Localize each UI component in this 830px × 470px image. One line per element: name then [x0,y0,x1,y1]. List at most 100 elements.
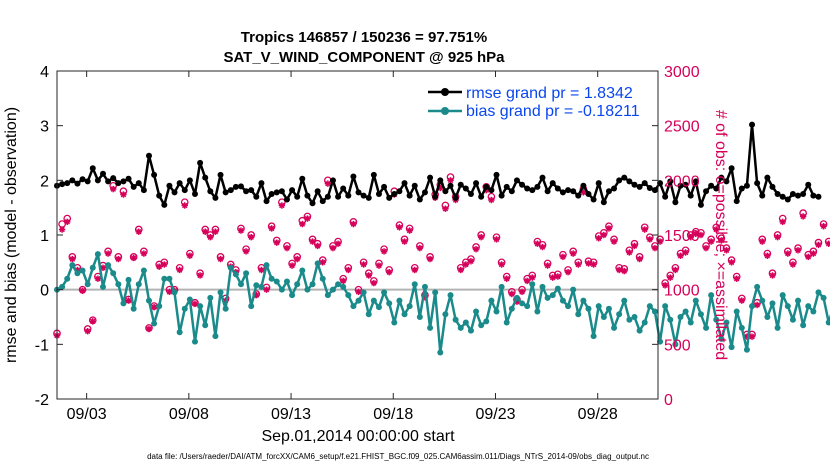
obs-assimilated-stroke [289,262,295,269]
bias-point [810,308,817,315]
obs-assimilated-stroke [84,328,91,334]
bias-point [263,262,270,269]
legend: rmse grand pr = 1.8342 bias grand pr = -… [424,77,646,121]
bias-point [478,322,485,329]
obs-assimilated-point [314,242,321,250]
obs-assimilated-stroke [800,213,806,220]
obs-assimilated-point [585,260,592,267]
rmse-point [84,178,91,185]
rmse-point [161,201,168,208]
rmse-point [728,165,735,172]
obs-assimilated-stroke [488,197,495,203]
obs-assimilated-point [401,238,408,245]
obs-assimilated-point [319,259,326,266]
obs-assimilated-stroke [181,202,188,209]
obs-assimilated-point [523,277,531,285]
rmse-point [110,175,117,182]
rmse-point [667,178,674,185]
bias-point [657,338,664,345]
rmse-point [616,177,623,184]
legend-rmse-marker [441,88,449,96]
obs-assimilated-point [166,288,173,296]
bias-point [442,311,449,318]
obs-assimilated-point [355,288,362,296]
obs-assimilated-stroke [473,246,479,252]
rmse-point [452,194,459,201]
bias-point [820,294,827,301]
rmse-point [299,175,306,182]
obs-assimilated-point [58,226,66,233]
obs-assimilated-stroke [110,186,116,192]
bias-point [89,264,96,271]
rmse-point [294,193,301,200]
obs-assimilated-point [212,228,219,235]
bias-point [110,270,117,277]
obs-assimilated-stroke [595,235,602,242]
obs-assimilated-point [600,231,608,239]
left-axis-ticks: 4 3 2 1 0 -1 -2 [35,64,63,409]
obs-assimilated-point [89,318,96,325]
rmse-point [304,192,311,199]
obs-assimilated-point [667,274,674,281]
bias-point [524,303,531,310]
rmse-point [473,180,480,187]
rmse-point [427,174,434,181]
bias-point [64,275,71,282]
bias-point [641,319,648,326]
bias-point [519,300,526,307]
bias-point [529,281,536,288]
obs-assimilated-stroke [156,263,162,270]
obs-assimilated-stroke [728,259,735,266]
obs-assimilated-point [447,177,454,184]
rmse-point [370,171,377,178]
rmse-point [74,180,81,187]
obs-assimilated-stroke [355,289,362,295]
obs-assimilated-stroke [207,234,214,240]
rmse-point [156,192,163,199]
obs-assimilated-point [488,196,495,204]
obs-assimilated-stroke [217,256,224,262]
obs-assimilated-point [718,237,725,244]
bias-point [243,270,250,277]
bias-point [437,349,444,356]
rmse-point [345,192,352,199]
obs-assimilated-point [334,240,342,247]
rmse-point [687,192,694,199]
rmse-point [447,182,454,189]
bias-point [161,275,168,282]
right-tick-label: 1000 [664,283,700,300]
rmse-point [140,187,147,194]
rmse-point [360,192,367,199]
obs-assimilated-stroke [820,223,827,230]
bias-point [130,305,137,312]
bias-point [421,283,428,290]
obs-assimilated-stroke [534,240,541,247]
rmse-point [79,176,86,183]
bias-point [299,267,306,274]
obs-assimilated-stroke [631,243,638,249]
rmse-point [212,194,219,201]
bias-point [304,286,311,293]
obs-assimilated-point [161,261,168,268]
bias-point [401,311,408,318]
obs-assimilated-stroke [687,234,694,240]
obs-assimilated-stroke [795,247,801,254]
rmse-point [115,180,122,187]
rmse-point [534,183,541,190]
bias-point [473,308,480,315]
obs-assimilated-stroke [457,267,464,273]
obs-assimilated-stroke [95,275,101,282]
rmse-point [631,181,638,188]
obs-assimilated-stroke [739,297,745,304]
obs-assimilated-point [529,274,536,281]
obs-assimilated-stroke [319,259,326,266]
bias-point [718,335,725,342]
obs-assimilated-stroke [417,245,423,251]
obs-assimilated-point [84,328,91,335]
rmse-point [99,170,106,177]
obs-assimilated-point [549,274,556,281]
obs-assimilated-point [595,235,602,242]
bias-point [769,300,776,307]
obs-assimilated-stroke [662,282,668,289]
left-tick-label: -2 [35,392,49,409]
